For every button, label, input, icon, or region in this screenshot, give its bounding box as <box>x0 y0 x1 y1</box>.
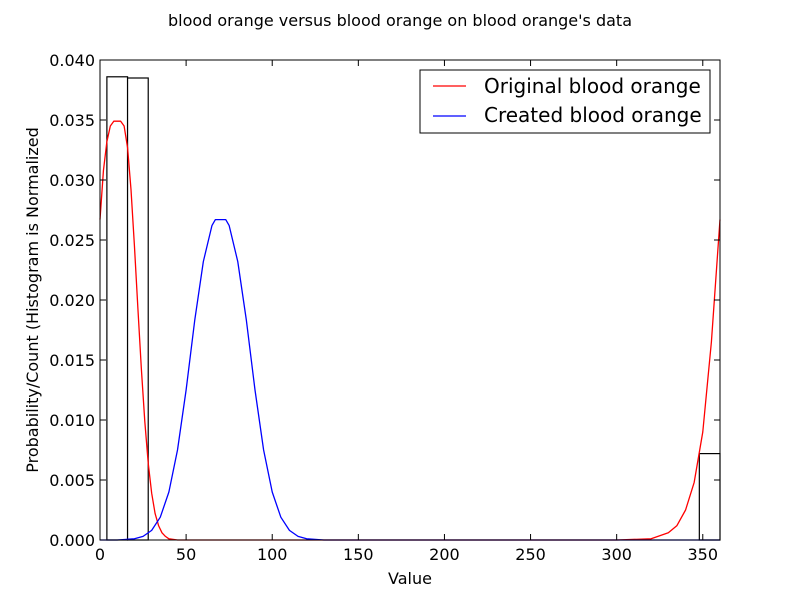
x-tick-label: 0 <box>95 545 105 564</box>
legend-label-created: Created blood orange <box>484 103 702 127</box>
histogram-bar-2 <box>698 453 721 541</box>
y-tick-label: 0.020 <box>49 291 95 310</box>
y-tick-label: 0.035 <box>49 111 95 130</box>
legend-label-original: Original blood orange <box>484 74 701 98</box>
y-tick-label: 0.010 <box>49 411 95 430</box>
chart-title: blood orange versus blood orange on bloo… <box>168 11 632 30</box>
x-tick-label: 200 <box>429 545 460 564</box>
x-tick-label: 50 <box>176 545 196 564</box>
legend: Original blood orange Created blood oran… <box>419 69 711 134</box>
x-tick-label: 350 <box>688 545 719 564</box>
y-tick-label: 0.005 <box>49 471 95 490</box>
x-tick-label: 100 <box>257 545 288 564</box>
y-tick-label: 0.030 <box>49 171 95 190</box>
x-tick-label: 300 <box>601 545 632 564</box>
histogram-bar-0 <box>106 76 129 541</box>
x-tick-label: 250 <box>515 545 546 564</box>
y-tick-label: 0.015 <box>49 351 95 370</box>
y-tick-label: 0.040 <box>49 51 95 70</box>
y-axis-label: Probability/Count (Histogram is Normaliz… <box>23 127 42 473</box>
x-axis-label: Value <box>388 569 432 588</box>
plot-background <box>100 60 720 540</box>
y-tick-label: 0.000 <box>49 531 95 550</box>
x-tick-label: 150 <box>343 545 374 564</box>
tick-layer: 0 50 100 150 200 250 300 350 0.000 0.005 0.010 0.01… <box>49 51 720 564</box>
plot-area: 0 50 100 150 200 250 300 350 0.000 0.005 0.010 0.01… <box>49 51 721 564</box>
legend-box <box>419 69 711 134</box>
series-line-0 <box>99 120 721 541</box>
y-tick-label: 0.025 <box>49 231 95 250</box>
